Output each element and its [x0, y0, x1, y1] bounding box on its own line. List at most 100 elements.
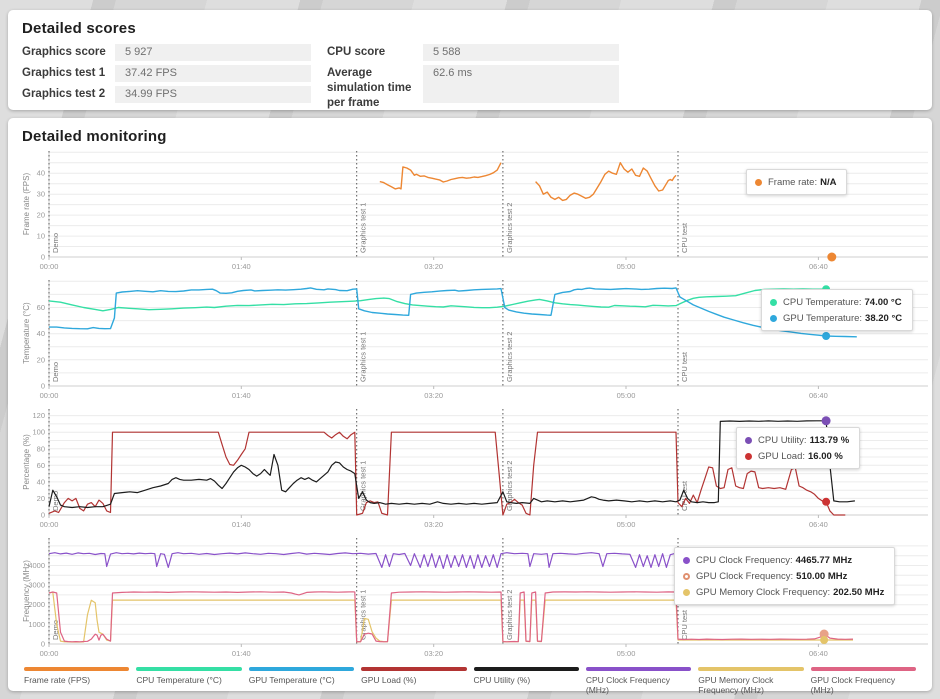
series-dot-icon	[770, 298, 777, 306]
svg-text:CPU test: CPU test	[680, 480, 689, 511]
tooltip-row: GPU Clock Frequency: 510.00 MHz	[683, 568, 884, 584]
series-dot-icon	[745, 452, 752, 460]
series-dot-icon	[683, 588, 690, 596]
svg-text:03:20: 03:20	[424, 391, 443, 400]
svg-text:Temperature (°C): Temperature (°C)	[22, 302, 31, 364]
legend-color-bar	[361, 667, 467, 671]
detailed-scores-card: Detailed scores Graphics score 5 927 Graph…	[8, 10, 932, 110]
svg-text:03:20: 03:20	[424, 262, 443, 271]
series-dot-icon	[683, 556, 690, 564]
legend-item[interactable]: GPU Load (%)	[361, 667, 467, 695]
svg-text:Graphics test 1: Graphics test 1	[359, 461, 368, 511]
svg-text:05:00: 05:00	[617, 391, 636, 400]
tooltip-temperature: CPU Temperature: 74.00 °C GPU Temperature…	[761, 289, 914, 331]
svg-text:2000: 2000	[28, 600, 45, 609]
tooltip-frequency: CPU Clock Frequency: 4465.77 MHz GPU Cloc…	[674, 547, 896, 605]
svg-text:1000: 1000	[28, 620, 45, 629]
svg-text:03:20: 03:20	[424, 649, 443, 658]
svg-text:Graphics test 2: Graphics test 2	[505, 332, 514, 382]
svg-text:10: 10	[37, 232, 45, 241]
svg-text:05:00: 05:00	[617, 262, 636, 271]
svg-text:06:40: 06:40	[809, 520, 828, 529]
legend-label: GPU Load (%)	[361, 675, 417, 685]
score-row: Graphics score 5 927	[22, 44, 311, 61]
legend-color-bar	[136, 667, 242, 671]
svg-text:0: 0	[41, 253, 45, 262]
svg-text:01:40: 01:40	[232, 520, 251, 529]
chart-legend: Frame rate (FPS) CPU Temperature (°C) GPU …	[22, 667, 918, 695]
series-dot-icon	[755, 178, 762, 186]
svg-text:Graphics test 1: Graphics test 1	[359, 332, 368, 382]
legend-label: CPU Utility (%)	[473, 675, 531, 685]
legend-label: CPU Temperature (°C)	[136, 675, 222, 685]
svg-text:0: 0	[41, 511, 45, 520]
svg-text:Percentage (%): Percentage (%)	[22, 434, 31, 490]
tooltip-row: GPU Load: 16.00 %	[745, 448, 849, 464]
legend-color-bar	[810, 667, 916, 671]
svg-text:Demo: Demo	[51, 233, 60, 253]
score-label: Graphics test 2	[22, 88, 106, 100]
tooltip-frame-rate: Frame rate: N/A	[746, 169, 848, 195]
svg-text:80: 80	[37, 444, 45, 453]
svg-text:00:00: 00:00	[40, 391, 59, 400]
score-row: CPU score 5 588	[327, 44, 619, 61]
svg-text:100: 100	[32, 428, 45, 437]
svg-text:60: 60	[37, 461, 45, 470]
score-value: 62.6 ms	[423, 65, 619, 103]
detailed-monitoring-card: Detailed monitoring 0 10 20 30 40 00:00 01:40 0…	[8, 118, 932, 695]
legend-item[interactable]: CPU Utility (%)	[473, 667, 579, 695]
legend-color-bar	[585, 667, 692, 671]
svg-text:40: 40	[37, 477, 45, 486]
legend-label: GPU Memory Clock Frequency (MHz)	[698, 675, 774, 695]
svg-text:01:40: 01:40	[232, 391, 251, 400]
legend-item[interactable]: CPU Temperature (°C)	[136, 667, 242, 695]
svg-text:Graphics test 2: Graphics test 2	[505, 461, 514, 511]
svg-text:3000: 3000	[28, 581, 45, 590]
svg-text:0: 0	[41, 382, 45, 391]
svg-text:Graphics test 2: Graphics test 2	[505, 590, 514, 640]
svg-text:CPU test: CPU test	[680, 222, 689, 253]
series-dot-icon	[745, 436, 752, 444]
series-dot-icon	[683, 572, 690, 580]
score-value: 5 927	[115, 44, 311, 61]
svg-text:40: 40	[37, 329, 45, 338]
tooltip-row: CPU Clock Frequency: 4465.77 MHz	[683, 552, 884, 568]
svg-text:60: 60	[37, 303, 45, 312]
legend-item[interactable]: GPU Temperature (°C)	[248, 667, 355, 695]
legend-color-bar	[248, 667, 355, 671]
tooltip-row: CPU Temperature: 74.00 °C	[770, 294, 902, 310]
score-value: 34.99 FPS	[115, 86, 311, 103]
svg-text:Demo: Demo	[51, 491, 60, 511]
tooltip-row: Frame rate: N/A	[755, 174, 836, 190]
score-label: CPU score	[327, 46, 386, 58]
svg-text:Demo: Demo	[51, 620, 60, 640]
tooltip-percentage: CPU Utility: 113.79 % GPU Load: 16.00 %	[736, 427, 861, 469]
svg-text:05:00: 05:00	[617, 520, 636, 529]
svg-text:03:20: 03:20	[424, 520, 443, 529]
svg-text:00:00: 00:00	[40, 520, 59, 529]
scores-title: Detailed scores	[22, 20, 136, 37]
chart-frame-rate-svg[interactable]: 0 10 20 30 40 00:00 01:40 03:20 05:00 06:40 Demo Gr…	[22, 145, 930, 274]
svg-text:40: 40	[37, 169, 45, 178]
chart-frame-rate[interactable]: 0 10 20 30 40 00:00 01:40 03:20 05:00 06:40 Demo Gr…	[22, 145, 930, 274]
legend-item[interactable]: Frame rate (FPS)	[24, 667, 130, 695]
legend-item[interactable]: GPU Memory Clock Frequency (MHz)	[698, 667, 804, 695]
tooltip-row: CPU Utility: 113.79 %	[745, 432, 849, 448]
score-row: Graphics test 2 34.99 FPS	[22, 86, 311, 103]
tooltip-row: GPU Memory Clock Frequency: 202.50 MHz	[683, 584, 884, 600]
svg-text:Frequency (MHz): Frequency (MHz)	[22, 560, 31, 622]
svg-text:4000: 4000	[28, 561, 45, 570]
svg-text:Graphics test 2: Graphics test 2	[505, 203, 514, 253]
svg-text:00:00: 00:00	[40, 649, 59, 658]
legend-color-bar	[698, 667, 804, 671]
score-row: Average simulation time per frame 62.6 ms	[327, 65, 619, 109]
legend-item[interactable]: CPU Clock Frequency (MHz)	[585, 667, 692, 695]
chart-frequency[interactable]: 0 1000 2000 3000 4000 00:00 01:40 03:20 05:00 06:…	[22, 532, 930, 661]
legend-item[interactable]: GPU Clock Frequency (MHz)	[810, 667, 916, 695]
legend-label: GPU Temperature (°C)	[248, 675, 335, 685]
chart-percentage[interactable]: 0 20 40 60 80 100 120 00:00 01:40 03:20 05:00 06:40…	[22, 403, 930, 532]
svg-text:Frame rate (FPS): Frame rate (FPS)	[22, 173, 31, 236]
svg-text:20: 20	[37, 355, 45, 364]
chart-temperature[interactable]: 0 20 40 60 00:00 01:40 03:20 05:00 06:40 Demo Grap…	[22, 274, 930, 403]
svg-text:05:00: 05:00	[617, 649, 636, 658]
